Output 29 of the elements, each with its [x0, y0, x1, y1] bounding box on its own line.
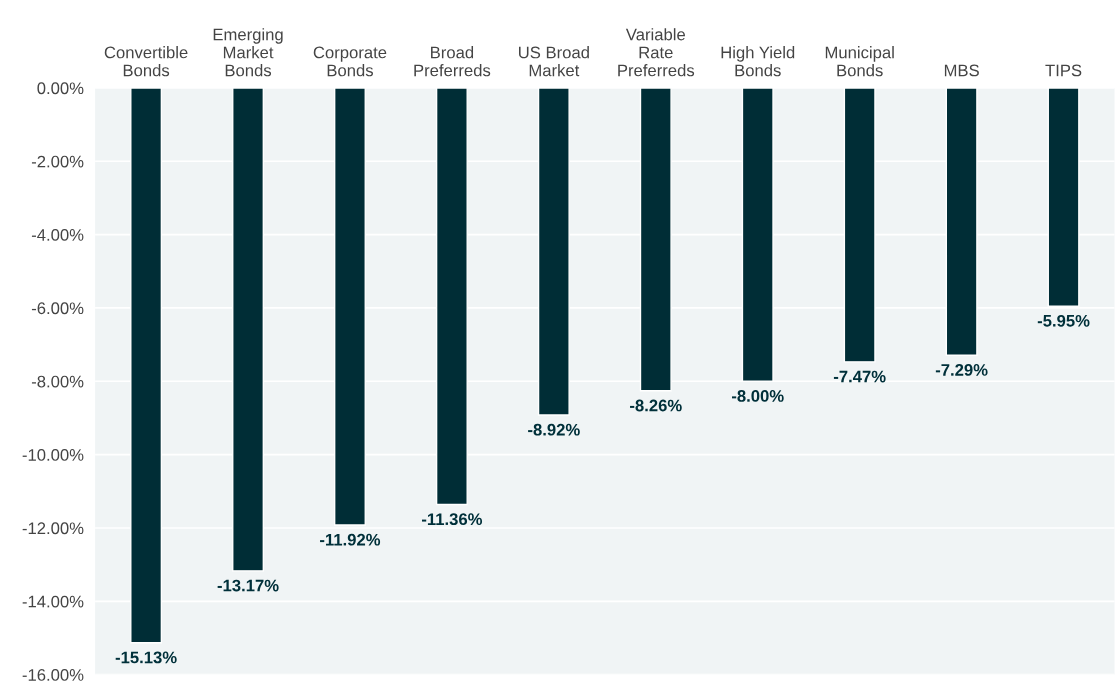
data-label: -15.13% [115, 651, 177, 664]
y-tick-label: -4.00% [31, 229, 84, 241]
x-tick-label: Convertible Bonds [104, 46, 188, 77]
y-tick-label: -8.00% [31, 375, 84, 388]
x-tick-label: Variable Rate Preferreds [618, 28, 695, 77]
data-label: -11.92% [320, 533, 381, 546]
x-tick-label: MBS [944, 64, 979, 77]
y-tick-label: -16.00% [22, 669, 84, 681]
x-tick-label: Broad Preferreds [414, 46, 491, 77]
x-tick-label: TIPS [1045, 64, 1082, 77]
y-tick-label: 0.00% [37, 82, 84, 95]
y-tick-label: -12.00% [22, 522, 84, 535]
y-tick-label: -2.00% [31, 155, 84, 168]
x-tick-label: High Yield Bonds [721, 46, 795, 77]
data-label: -7.29% [935, 364, 988, 376]
x-tick-label: Municipal Bonds [825, 46, 894, 77]
data-label: -11.36% [421, 513, 483, 526]
y-tick-label: -14.00% [22, 595, 84, 608]
data-label: -8.00% [731, 390, 784, 402]
x-tick-label: US Broad Market [519, 46, 589, 77]
y-tick-label: -10.00% [22, 449, 84, 461]
x-tick-label: Emerging Market Bonds [213, 28, 283, 77]
data-label: -8.26% [630, 399, 682, 412]
x-tick-label: Corporate Bonds [313, 46, 387, 77]
data-label: -7.47% [833, 370, 886, 383]
y-tick-label: -6.00% [31, 302, 84, 315]
data-label: -5.95% [1037, 314, 1090, 327]
data-label: -13.17% [217, 579, 279, 592]
data-label: -8.92% [528, 423, 580, 436]
